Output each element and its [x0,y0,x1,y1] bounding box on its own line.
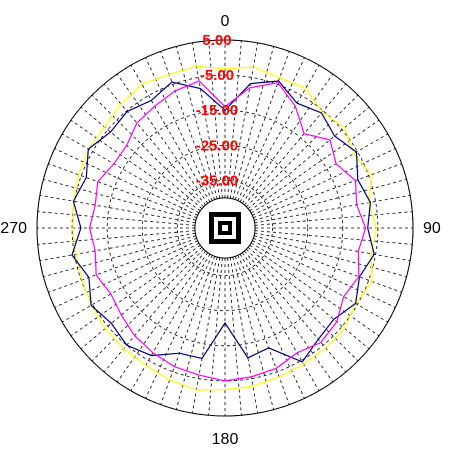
angle-label-90: 90 [423,220,441,237]
series-line-2 [71,80,375,363]
radial-grid-spoke [116,252,209,383]
radial-grid-spoke [250,242,389,323]
radial-grid-spoke [249,244,380,337]
radial-grid-spoke [245,248,359,362]
radial-grid-spoke [253,235,407,278]
radial-grid-spoke [252,240,396,308]
radial-grid-spoke [229,257,259,414]
radial-grid-spoke [91,94,205,208]
radial-grid-spoke [250,133,389,214]
radial-tick-label: -15.00 [196,102,239,119]
radial-grid-spoke [160,256,216,405]
radial-grid-spoke [241,73,334,204]
radial-grid-spoke [247,106,370,209]
radial-grid-spoke [43,235,197,278]
radial-grid-spoke [160,51,216,200]
series-layer [71,65,378,391]
series-line-3 [88,80,367,382]
angle-label-270: 270 [0,220,27,237]
radial-grid-spoke [232,46,275,200]
polar-grid [36,39,414,417]
radial-tick-label: -25.00 [196,137,239,154]
radial-grid-spoke [39,194,196,224]
radial-grid-circle [36,39,414,417]
radial-grid-spoke [252,148,396,216]
radial-grid-spoke [253,237,402,293]
radial-grid-spoke [145,57,213,201]
radial-grid-spoke [253,163,402,219]
radial-grid-spoke [80,106,203,209]
label-layer: 0 90 180 270 5.00 -5.00 -15.00 -25.00 -35.00 [0,13,441,448]
radial-grid-spoke [244,83,347,206]
radial-grid-spoke [245,94,359,208]
radial-grid-spoke [37,211,196,226]
radial-grid-spoke [237,57,305,201]
radial-grid-spoke [175,256,218,410]
radial-grid-spoke [234,256,290,405]
angle-label-0: 0 [221,13,230,30]
radial-grid-spoke [227,40,242,199]
radial-grid-spoke [254,194,411,224]
radial-grid-spoke [103,250,206,373]
radial-tick-label: -5.00 [200,67,234,84]
radial-grid-spoke [54,148,198,216]
radial-grid-spoke [43,178,197,221]
radial-grid-spoke [249,119,380,212]
radial-grid-spoke [191,257,221,414]
center-square-marker [209,212,241,244]
radial-grid-spoke [254,211,413,226]
radial-grid-spoke [48,237,197,293]
radial-grid-spoke [191,42,221,199]
radial-grid-spoke [234,51,290,200]
radial-grid-spoke [244,250,347,373]
radial-grid-spoke [232,256,275,410]
inner-grid-circle [194,197,256,259]
radial-grid-spoke [70,119,201,212]
radial-grid-spoke [229,42,259,199]
radial-grid-spoke [91,248,205,362]
center-marker-square [222,225,228,231]
radial-grid-spoke [237,255,305,399]
radial-grid-spoke [130,253,211,392]
radial-tick-label: -35.00 [196,172,239,189]
radial-grid-spoke [175,46,218,200]
radial-grid-circle [141,144,309,312]
radial-tick-label: 5.00 [202,32,231,49]
radial-grid-spoke [254,230,413,245]
radial-grid-spoke [103,83,206,206]
radial-grid-spoke [54,240,198,308]
radial-grid-spoke [239,253,320,392]
radial-grid-spoke [61,133,200,214]
radial-grid-spoke [253,178,407,221]
angle-label-180: 180 [212,431,239,445]
radial-grid-spoke [70,244,201,337]
radial-grid-spoke [39,232,196,262]
radial-grid-spoke [37,230,196,245]
radial-grid-circle [176,179,274,277]
radial-grid-spoke [254,232,411,262]
radial-grid-spoke [208,40,223,199]
radial-grid-spoke [130,64,211,203]
radial-grid-spoke [61,242,200,323]
radial-grid-spoke [241,252,334,383]
radial-grid-spoke [247,247,370,350]
radial-grid-spoke [80,247,203,350]
radial-grid-spoke [145,255,213,399]
radial-grid-spoke [239,64,320,203]
radial-grid-spoke [48,163,197,219]
radial-grid-spoke [116,73,209,204]
